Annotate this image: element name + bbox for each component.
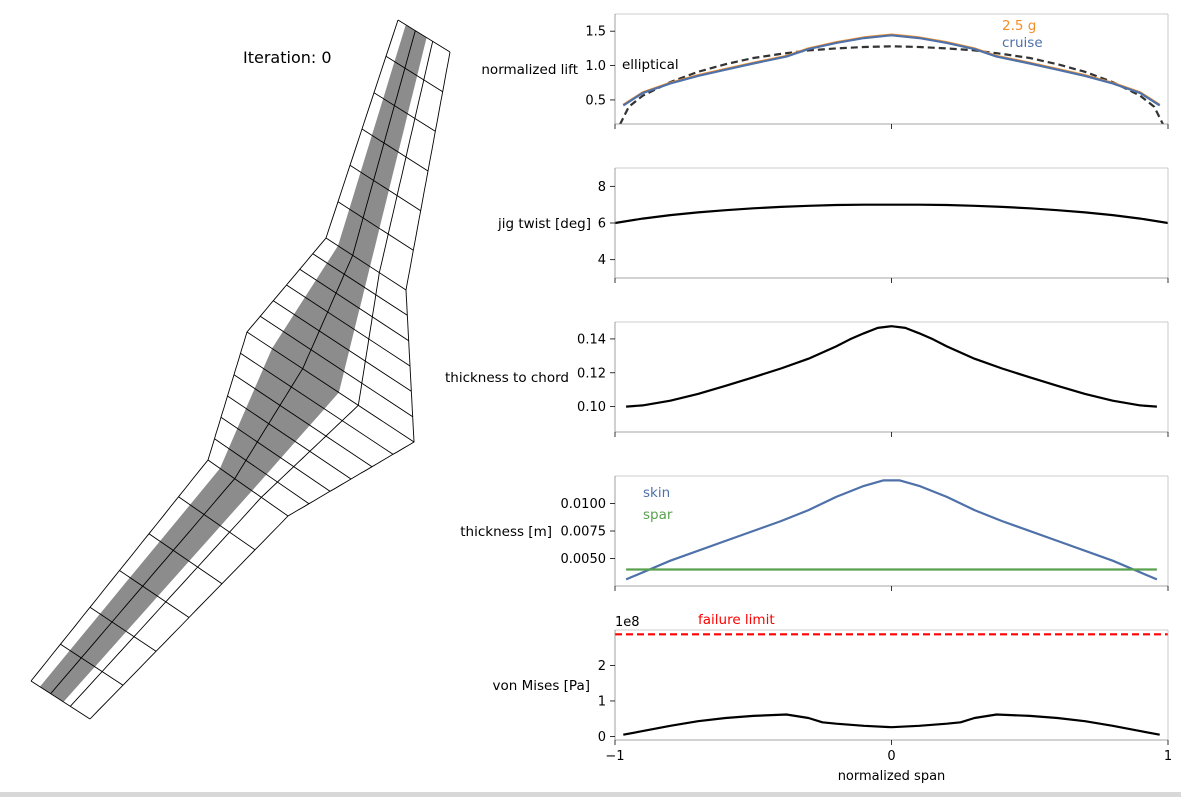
mesh-chordwise-line: [178, 496, 256, 551]
scrollbar-strip: [0, 792, 1181, 797]
mesh-chordwise-line: [148, 533, 223, 585]
mesh-chordwise-line: [397, 19, 451, 53]
y-tick-label: 1: [598, 694, 606, 709]
series-annotation: failure limit: [698, 612, 775, 628]
mesh-chordwise-line: [30, 680, 91, 720]
mesh-chordwise-line: [325, 237, 407, 291]
y-tick-label: 0.0100: [561, 497, 607, 512]
y-tick-label: 8: [598, 180, 606, 195]
mesh-chordwise-line: [246, 331, 415, 443]
mesh-chordwise-line: [337, 201, 414, 251]
mesh-chordwise-line: [227, 395, 352, 480]
skin-series-line: [625, 479, 1158, 581]
mesh-chordwise-line: [361, 128, 429, 172]
subplot-5: 0 1 2 −1 0 1 von Mises [Pa] 1e8 failure limit: [493, 612, 1173, 764]
mesh-chordwise-line: [119, 570, 190, 618]
mesh-chordwise-line: [312, 253, 408, 316]
x-tick-label: 0: [887, 749, 895, 764]
mesh-chordwise-line: [214, 438, 310, 505]
y-tick-label: 1.5: [585, 25, 606, 40]
mesh-chordwise-line: [220, 416, 331, 492]
y-tick-label: 0: [598, 730, 606, 745]
y-axis-label: von Mises [Pa]: [493, 678, 591, 694]
subplot-2: 4 6 8 jig twist [deg]: [497, 167, 1169, 283]
mesh-spanwise-line: [30, 19, 399, 682]
mesh-chordwise-line: [259, 315, 413, 418]
mesh-chordwise-line: [60, 643, 124, 686]
y-axis-label: thickness to chord: [445, 370, 569, 386]
elliptical-series-line: [618, 45, 1165, 124]
mesh-chordwise-line: [385, 55, 443, 93]
series-annotation: cruise: [1002, 35, 1043, 51]
mesh-spanwise-line: [89, 51, 451, 720]
y-axis-label: jig twist [deg]: [497, 216, 591, 232]
y-tick-label: 0.10: [577, 400, 606, 415]
mesh-chordwise-line: [286, 284, 411, 367]
mesh-chordwise-line: [273, 300, 412, 392]
series-annotation: elliptical: [622, 57, 679, 73]
iteration-label: Iteration: 0: [243, 48, 332, 67]
data-series-line: [615, 203, 1168, 225]
cruise-series-line: [622, 34, 1161, 107]
x-tick-label: −1: [605, 749, 624, 764]
mesh-chordwise-line: [240, 352, 394, 455]
mesh-chordwise-line: [89, 606, 157, 652]
wingbox-fill: [39, 24, 427, 702]
y-tick-label: 0.0075: [561, 525, 607, 540]
y-axis-label: normalized lift: [481, 62, 578, 78]
mesh-chordwise-line: [233, 374, 373, 468]
mesh-chordwise-line: [349, 164, 421, 212]
subplot-3: 0.10 0.12 0.14 thickness to chord: [445, 321, 1169, 437]
y-tick-label: 2: [598, 659, 606, 674]
y-tick-label: 6: [598, 217, 606, 232]
y-tick-label: 1.0: [585, 59, 606, 74]
y-tick-label: 0.12: [577, 366, 606, 381]
y-tick-label: 0.14: [577, 332, 606, 347]
data-series-line: [626, 325, 1157, 408]
y-offset-text: 1e8: [615, 615, 640, 630]
mesh-chordwise-line: [207, 459, 289, 517]
wing-mesh-plot: [30, 19, 451, 720]
mesh-spanwise-line: [69, 41, 434, 707]
y-tick-label: 4: [598, 253, 606, 268]
y-tick-label: 0.0050: [561, 552, 607, 567]
mesh-chordwise-line: [373, 92, 436, 132]
mesh-chordwise-line: [299, 268, 409, 342]
series-annotation: skin: [643, 485, 670, 501]
x-tick-label: 1: [1164, 749, 1172, 764]
series-annotation: 2.5 g: [1002, 18, 1036, 34]
x-axis-label: normalized span: [838, 769, 946, 784]
y-axis-label: thickness [m]: [460, 524, 552, 540]
series-annotation: spar: [643, 507, 673, 523]
subplot-4: 0.0050 0.0075 0.0100 thickness [m] skin spar: [460, 475, 1169, 591]
mesh-spanwise-line: [50, 30, 416, 694]
y-tick-label: 0.5: [585, 93, 606, 108]
data-series-line: [623, 713, 1160, 736]
